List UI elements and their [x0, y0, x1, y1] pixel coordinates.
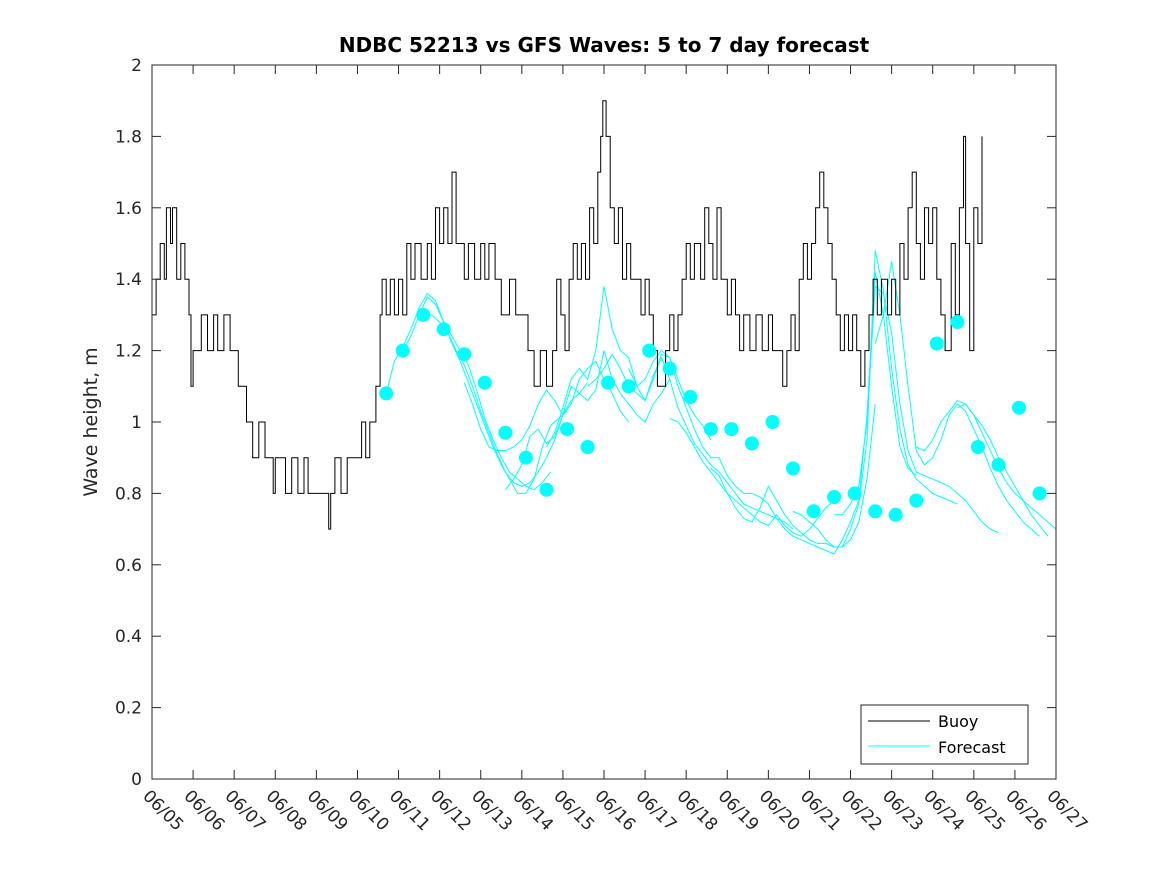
forecast-run-line	[587, 353, 752, 494]
y-tick-label: 1.8	[115, 127, 142, 147]
legend-buoy-label: Buoy	[938, 712, 978, 731]
y-tick-label: 0	[131, 770, 142, 790]
y-tick-label: 0.2	[115, 699, 142, 719]
plot-area	[152, 65, 1056, 779]
forecast-point-marker	[888, 507, 903, 522]
y-tick-label: 1	[131, 413, 142, 433]
forecast-point-marker	[457, 347, 472, 362]
forecast-point-marker	[868, 504, 883, 519]
forecast-point-marker	[683, 390, 698, 404]
forecast-run-line	[385, 292, 551, 491]
data-layer	[152, 100, 1057, 555]
forecast-run-line	[751, 272, 917, 555]
forecast-point-marker	[703, 422, 718, 437]
forecast-run-line	[710, 404, 876, 548]
forecast-point-marker	[950, 315, 965, 329]
forecast-run-line	[402, 296, 568, 494]
y-tick-label: 2	[131, 56, 142, 76]
forecast-point-marker	[765, 415, 780, 429]
forecast-run-line	[463, 360, 630, 452]
forecast-point-marker	[991, 457, 1006, 472]
forecast-point-marker	[724, 422, 739, 437]
forecast-run-line	[957, 403, 1057, 530]
forecast-point-marker	[416, 307, 431, 322]
forecast-point-marker	[601, 375, 616, 390]
forecast-run-line	[916, 399, 1049, 537]
forecast-point-marker	[909, 493, 924, 508]
forecast-point-marker	[642, 343, 657, 358]
buoy-series-line	[152, 100, 983, 530]
forecast-point-marker	[662, 361, 677, 376]
forecast-point-marker	[580, 440, 595, 454]
forecast-point-marker	[847, 486, 862, 501]
forecast-run-line	[628, 356, 794, 530]
legend: Buoy Forecast	[860, 704, 1029, 765]
forecast-point-marker	[379, 386, 394, 401]
legend-box	[860, 704, 1029, 765]
forecast-point-marker	[498, 425, 513, 440]
forecast-point-marker	[786, 461, 800, 476]
forecast-point-marker	[395, 343, 410, 358]
forecast-point-marker	[929, 336, 944, 351]
chart-title: NDBC 52213 vs GFS Waves: 5 to 7 day fore…	[339, 33, 870, 57]
forecast-point-marker	[827, 490, 842, 504]
forecast-point-marker	[1032, 486, 1047, 501]
forecast-point-marker	[436, 322, 451, 337]
forecast-point-marker	[806, 504, 821, 519]
y-axis-ticks: 0 0.2 0.4 0.6 0.8 1 1.2 1.4 1.6 1.8 2	[115, 56, 1056, 790]
forecast-run-line	[792, 250, 958, 548]
forecast-point-marker	[518, 450, 533, 465]
y-axis-label: Wave height, m	[80, 347, 102, 496]
y-tick-label: 0.6	[115, 556, 142, 576]
forecast-point-marker	[560, 422, 574, 437]
y-tick-label: 0.4	[115, 627, 142, 647]
forecast-run-line	[669, 417, 835, 537]
forecast-point-marker	[970, 440, 985, 454]
forecast-point-marker	[621, 379, 636, 394]
forecast-point-marker	[1012, 400, 1026, 415]
forecast-run-line	[834, 285, 999, 534]
forecast-run-line	[505, 350, 671, 491]
y-tick-label: 1.6	[115, 199, 142, 219]
forecast-run-line	[874, 261, 1040, 537]
legend-forecast-label: Forecast	[938, 738, 1006, 757]
forecast-point-marker	[744, 436, 759, 451]
forecast-run-line	[546, 286, 712, 448]
y-tick-label: 1.4	[115, 270, 142, 290]
forecast-point-marker	[539, 482, 554, 497]
y-tick-label: 0.8	[115, 484, 142, 504]
y-tick-label: 1.2	[115, 342, 142, 362]
forecast-point-marker	[477, 375, 492, 390]
